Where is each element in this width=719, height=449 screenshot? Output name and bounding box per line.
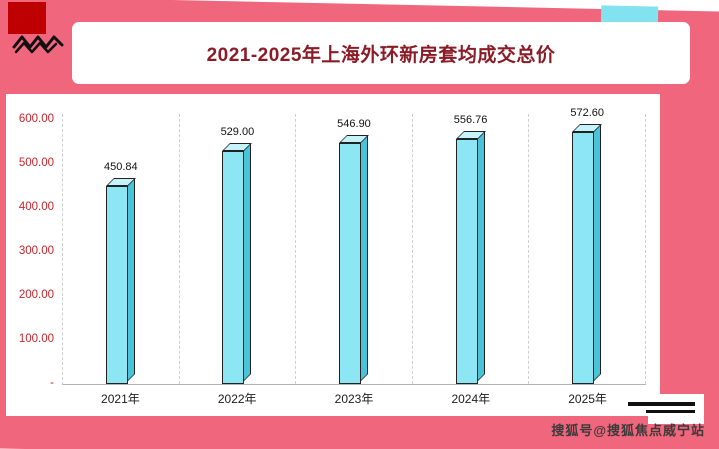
- x-axis-label: 2022年: [217, 392, 257, 406]
- bar-value-label: 556.76: [453, 114, 488, 126]
- bar-value-label: 450.84: [103, 161, 138, 173]
- double-underline-decoration: [646, 410, 695, 413]
- x-axis: 2021年 2022年 2023年 2024年 2025年: [62, 390, 646, 407]
- corner-white-patch: [648, 394, 704, 424]
- y-tick-label: 500.00: [18, 157, 54, 169]
- bar: [222, 151, 245, 384]
- scribble-zigzag-icon: [12, 30, 64, 61]
- bar: [338, 143, 361, 384]
- chart-title: 2021-2025年上海外环新房套均成交总价: [206, 44, 556, 66]
- x-axis-label: 2025年: [568, 392, 607, 406]
- bar: [572, 132, 595, 384]
- bar-column: 450.84: [63, 114, 180, 384]
- bar-value-label: 546.90: [337, 118, 371, 130]
- y-axis: 600.00 500.00 400.00 300.00 200.00 100.00 -: [6, 113, 58, 389]
- watermark-text: 搜狐号@搜狐焦点威宁站: [551, 423, 705, 438]
- bar-column: 529.00: [180, 114, 297, 384]
- plot-area: 450.84 529.00 546.90 556.76 572.60: [62, 107, 646, 385]
- bar: [455, 139, 478, 384]
- y-tick-label: 600.00: [18, 113, 54, 125]
- bar-column: 546.90: [296, 114, 413, 384]
- y-tick-label: -: [50, 377, 54, 389]
- x-axis-label: 2023年: [334, 392, 374, 406]
- y-tick-label: 300.00: [18, 245, 54, 257]
- double-underline-decoration: [628, 402, 695, 406]
- y-tick-label: 100.00: [18, 333, 54, 345]
- y-tick-label: 200.00: [18, 289, 54, 301]
- title-card: 2021-2025年上海外环新房套均成交总价: [72, 22, 690, 84]
- bar-column: 556.76: [413, 114, 530, 384]
- red-square-accent: [8, 2, 46, 34]
- chart-card: 600.00 500.00 400.00 300.00 200.00 100.00 - 45…: [6, 94, 660, 416]
- bar-value-label: 529.00: [220, 126, 255, 138]
- x-axis-label: 2021年: [101, 392, 140, 406]
- bar-column: 572.60: [529, 107, 646, 384]
- bar-value-label: 572.60: [570, 107, 604, 119]
- bar: [105, 186, 128, 384]
- x-axis-label: 2024年: [451, 392, 491, 406]
- y-tick-label: 400.00: [18, 201, 54, 213]
